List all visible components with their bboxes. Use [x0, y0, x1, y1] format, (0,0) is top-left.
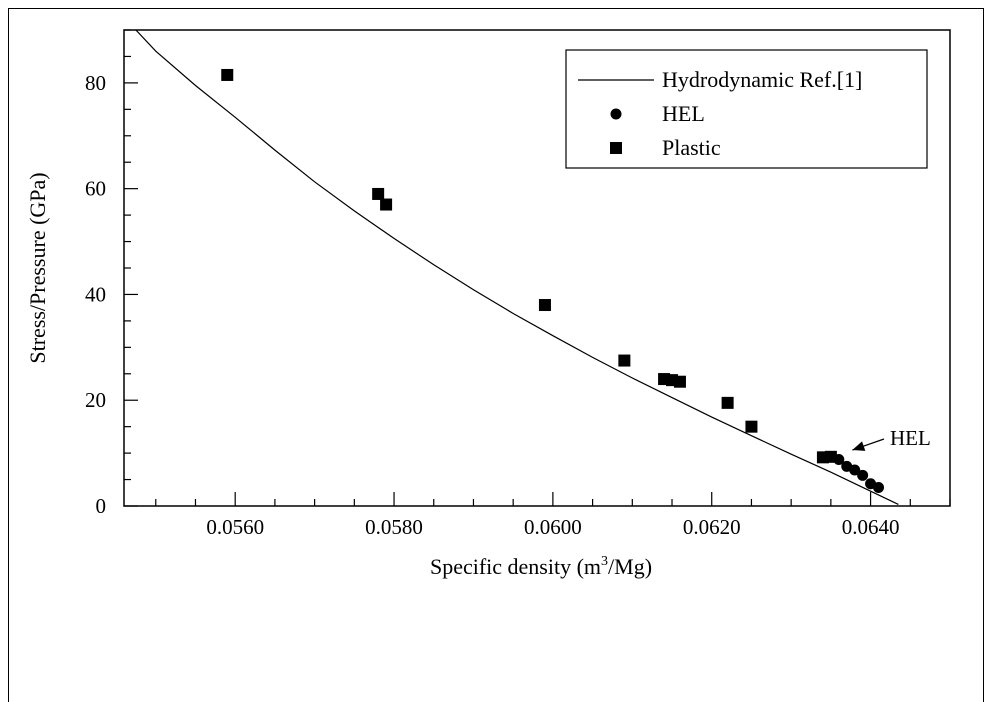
axis-ticks: 0.0560 0.0580 0.0600 0.0620 0.0640 0 20 40 60 80: [85, 29, 951, 539]
x-axis-title: Specific density (m3/Mg): [430, 554, 652, 579]
plastic-point: [721, 396, 734, 409]
x-tick-label: 0.0580: [365, 515, 423, 539]
y-tick-label: 0: [96, 494, 107, 518]
hel-point: [857, 469, 869, 481]
legend: Hydrodynamic Ref.[1] HEL Plastic: [565, 49, 928, 169]
plastic-point: [372, 187, 385, 200]
y-tick-label: 60: [85, 177, 106, 201]
y-tick-label: 80: [85, 71, 106, 95]
legend-circle-swatch: [610, 108, 622, 120]
legend-box: [565, 49, 928, 169]
hel-annotation-label: HEL: [890, 426, 931, 450]
plastic-point: [380, 198, 393, 211]
x-tick-label: 0.0620: [683, 515, 741, 539]
plastic-point: [745, 420, 758, 433]
legend-label: Hydrodynamic Ref.[1]: [662, 67, 862, 92]
hel-point: [873, 481, 885, 493]
y-axis-title: Stress/Pressure (GPa): [25, 172, 50, 363]
hel-point: [849, 464, 861, 476]
hel-annotation-arrowhead: [852, 441, 866, 451]
hydrodynamic-curve: [135, 30, 899, 505]
plastic-point: [673, 375, 686, 388]
y-tick-label: 40: [85, 282, 106, 306]
plastic-point: [221, 68, 234, 81]
annotation-layer: HEL: [852, 426, 931, 451]
x-tick-label: 0.0560: [206, 515, 264, 539]
plastic-point: [538, 299, 551, 312]
marker-layer: [221, 68, 885, 493]
x-tick-label: 0.0640: [842, 515, 900, 539]
legend-label: Plastic: [662, 135, 721, 160]
plastic-point: [824, 450, 837, 463]
plastic-point: [618, 354, 631, 367]
x-tick-label: 0.0600: [524, 515, 582, 539]
y-tick-label: 20: [85, 388, 106, 412]
curve-layer: [135, 30, 899, 505]
legend-label: HEL: [662, 101, 705, 126]
legend-square-swatch: [610, 142, 622, 154]
